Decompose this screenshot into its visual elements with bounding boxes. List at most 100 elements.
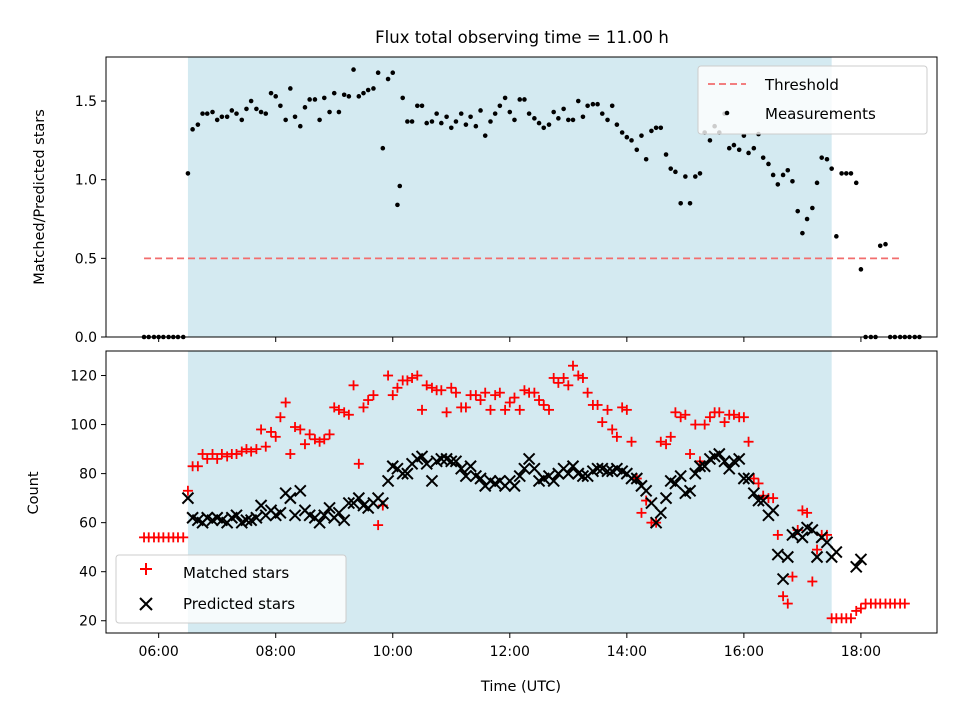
matched-star-point [636, 507, 647, 518]
x-marker-b [669, 477, 682, 490]
measurement-point [697, 171, 703, 176]
x-marker-b [776, 572, 790, 586]
legend-matched-label: Matched stars [183, 564, 289, 582]
x-tick-label: 10:00 [373, 644, 413, 660]
measurement-point [536, 120, 542, 126]
measurement-point [619, 130, 625, 135]
predicted-star-point [689, 467, 702, 480]
x-marker-b [766, 504, 780, 517]
x-marker-b [352, 491, 366, 505]
predicted-star-point [756, 494, 770, 507]
measurement-point [204, 111, 210, 116]
x-marker-b [718, 455, 731, 468]
measurement-point [375, 70, 381, 76]
x-marker-b [201, 511, 214, 524]
x-marker-b [596, 462, 609, 475]
legend-predicted-label: Predicted stars [183, 595, 295, 613]
predicted-star-point [288, 509, 302, 522]
x-marker-b [674, 469, 687, 483]
predicted-star-point [566, 460, 580, 473]
y-tick-label: 0.5 [75, 251, 97, 267]
matched-star-point [450, 387, 461, 398]
matched-star-point [319, 434, 330, 445]
measurement-point [575, 98, 581, 104]
matched-star-point [358, 402, 369, 413]
measurement-point [239, 117, 245, 123]
x-marker-b [649, 516, 663, 529]
measurement-point [663, 152, 669, 157]
matched-star-point [485, 404, 496, 415]
x-marker-b [445, 455, 458, 468]
x-marker-b [756, 494, 770, 507]
measurement-point [458, 111, 464, 116]
measurement-point [746, 150, 751, 156]
x-marker-b [547, 474, 560, 488]
predicted-star-point [513, 469, 526, 483]
x-marker-b [528, 462, 541, 475]
x-marker-b [210, 511, 224, 524]
measurement-point [649, 128, 654, 134]
predicted-star-point [425, 474, 439, 488]
matched-star-point [417, 404, 428, 415]
matched-star-point [392, 382, 403, 393]
predicted-star-point [376, 496, 390, 510]
x-tick-label: 06:00 [138, 644, 178, 660]
matched-star-point [412, 370, 423, 381]
predicted-star-point [674, 469, 687, 483]
measurement-point [678, 200, 683, 206]
x-axis-label: Time (UTC) [480, 679, 561, 695]
measurement-point [356, 94, 362, 99]
measurement-point [468, 114, 473, 120]
x-marker-b [337, 513, 351, 527]
x-marker-b [771, 548, 785, 561]
predicted-star-point [649, 516, 663, 529]
predicted-star-point [742, 472, 755, 485]
measurement-point [687, 200, 693, 206]
matched-star-point [368, 390, 379, 401]
measurement-point [195, 122, 201, 127]
matched-star-point [343, 409, 354, 420]
legend-matched-swatch [140, 563, 152, 575]
matched-star-point [480, 387, 491, 398]
matched-star-point [577, 372, 588, 383]
measurement-point [741, 133, 747, 138]
x-marker-b [850, 560, 863, 573]
matched-star-point [500, 404, 511, 415]
predicted-star-point [230, 509, 243, 522]
matched-star-point [728, 409, 739, 420]
matched-star-point [592, 399, 603, 410]
predicted-star-point [820, 536, 834, 549]
measurement-point [814, 180, 820, 186]
measurement-point [683, 174, 688, 179]
measurement-point [673, 169, 678, 175]
measurement-point [190, 127, 195, 132]
predicted-star-point [323, 501, 336, 515]
matched-star-point [446, 382, 457, 393]
matched-star-point [231, 448, 242, 459]
measurement-point [297, 123, 303, 129]
x-marker-b [806, 523, 819, 537]
x-marker-b [435, 452, 448, 466]
bottom-panel: 06:00 08:00 10:00 12:00 14:00 16:00 18:00 20 40… [26, 350, 938, 695]
matched-star-point [582, 387, 593, 398]
measurement-point [397, 183, 403, 189]
matched-star-point [285, 448, 296, 459]
measurement-point [268, 90, 274, 96]
predicted-star-point [591, 462, 604, 475]
matched-star-point [851, 605, 862, 616]
measurement-point [453, 119, 459, 124]
measurement-point [780, 172, 786, 178]
measurement-point [775, 182, 781, 187]
predicted-star-point [645, 496, 658, 510]
predicted-star-point [547, 474, 560, 488]
x-marker-b [318, 509, 331, 522]
x-marker-b [625, 472, 638, 485]
measurement-point [234, 111, 239, 116]
x-marker-b [420, 457, 433, 471]
matched-star-point [748, 473, 759, 484]
predicted-star-point [810, 550, 824, 564]
matched-star-point [387, 390, 398, 401]
measurement-point [439, 120, 444, 126]
matched-star-point [256, 424, 267, 435]
measurement-point [312, 97, 318, 102]
